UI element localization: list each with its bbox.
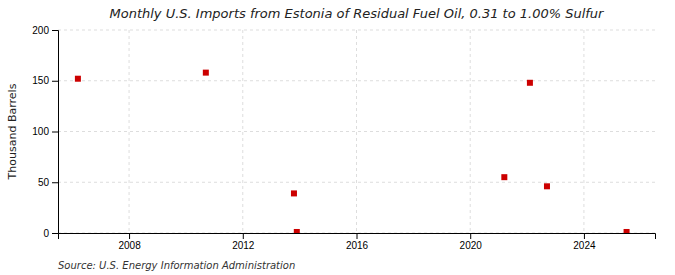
tick: 2016 xyxy=(346,233,369,251)
tick: 50 xyxy=(38,177,58,188)
tick: 2008 xyxy=(118,233,141,251)
tick-label: 100 xyxy=(32,126,49,137)
tick: 0 xyxy=(43,228,58,239)
tick-label: 150 xyxy=(32,75,49,86)
plot-area: 2008 2012 2016 2020 2024 0 50 100 150 200 xyxy=(32,25,655,251)
y-axis: 0 50 100 150 200 xyxy=(32,25,58,239)
tick-mark xyxy=(52,132,58,133)
tick-mark xyxy=(52,81,58,82)
axis-line xyxy=(52,31,59,234)
tick-mark xyxy=(584,233,585,239)
tick-label: 0 xyxy=(43,228,49,239)
point xyxy=(75,76,81,82)
title: Monthly U.S. Imports from Estonia of Res… xyxy=(110,6,606,21)
tick: 2024 xyxy=(573,233,596,251)
chart: 2008 2012 2016 2020 2024 0 50 100 150 200 Monthly … xyxy=(0,0,675,275)
x-axis: 2008 2012 2016 2020 2024 xyxy=(59,233,656,251)
point xyxy=(527,80,533,86)
grid-line xyxy=(129,30,130,233)
tick-mark xyxy=(243,233,244,239)
tick: 2012 xyxy=(232,233,255,251)
tick-mark xyxy=(52,182,58,183)
point xyxy=(203,70,209,76)
tick: 100 xyxy=(32,126,58,137)
grid-line xyxy=(242,30,243,233)
tick-label: 50 xyxy=(38,177,50,188)
grid-line xyxy=(58,131,655,132)
y-axis-label: Thousand Barrels xyxy=(6,83,19,180)
grid-line xyxy=(356,30,357,233)
point xyxy=(624,229,630,233)
tick-label: 2020 xyxy=(460,240,483,251)
tick: 2020 xyxy=(460,233,483,251)
grid-line xyxy=(583,30,584,233)
tick-label: 2024 xyxy=(573,240,596,251)
tick: 200 xyxy=(32,25,58,36)
y-grid xyxy=(58,30,655,233)
point xyxy=(544,183,550,189)
tick-mark xyxy=(129,233,130,239)
tick-label: 2012 xyxy=(232,240,255,251)
tick: 150 xyxy=(32,75,58,86)
axis-line xyxy=(59,234,656,240)
tick-label: 200 xyxy=(32,25,49,36)
tick-mark xyxy=(470,233,471,239)
tick-label: 2008 xyxy=(118,240,141,251)
tick-mark xyxy=(52,30,58,31)
point xyxy=(294,229,300,233)
point xyxy=(291,190,297,196)
grid-line xyxy=(470,30,471,233)
tick-label: 2016 xyxy=(346,240,369,251)
source: Source: U.S. Energy Information Administ… xyxy=(58,260,295,271)
tick-mark xyxy=(357,233,358,239)
point xyxy=(501,174,507,180)
points xyxy=(75,70,630,233)
tick-mark xyxy=(52,233,58,234)
x-grid xyxy=(129,30,584,233)
